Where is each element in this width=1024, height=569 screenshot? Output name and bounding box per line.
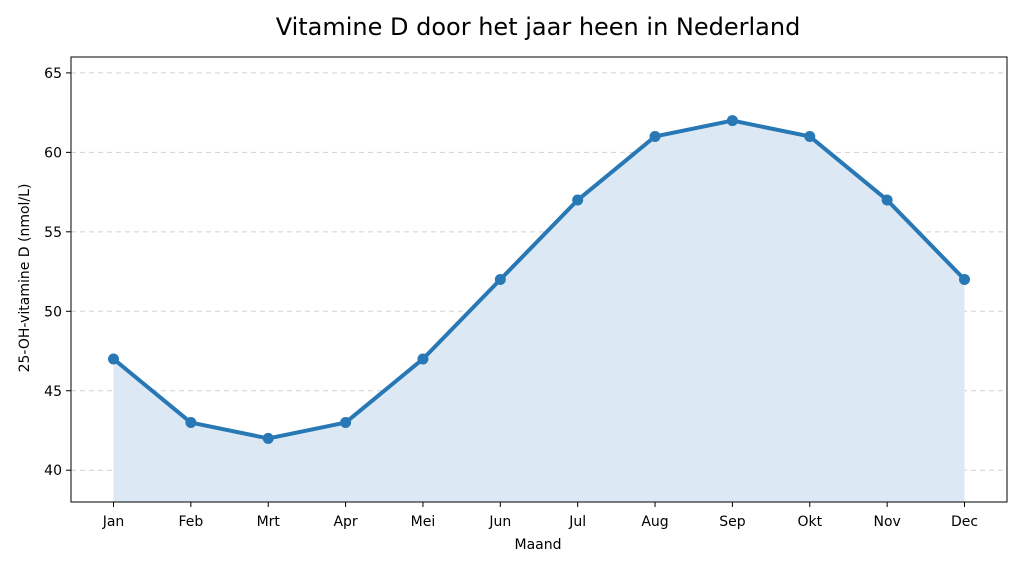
y-tick-label: 65 <box>44 66 62 82</box>
x-tick-label: Jan <box>102 514 125 530</box>
data-point <box>881 194 893 206</box>
y-tick-label: 40 <box>44 463 62 479</box>
x-axis-label: Maand <box>515 537 562 553</box>
x-tick-label: Mrt <box>257 514 281 530</box>
chart-title: Vitamine D door het jaar heen in Nederla… <box>276 13 801 41</box>
y-tick-label: 60 <box>44 145 62 161</box>
y-axis: 40 45 50 55 60 65 <box>44 66 71 479</box>
x-tick-label: Jun <box>488 514 511 530</box>
x-tick-label: Okt <box>797 514 822 530</box>
x-tick-label: Mei <box>411 514 436 530</box>
y-tick-label: 55 <box>44 225 62 241</box>
y-axis-label: 25-OH-vitamine D (nmol/L) <box>17 184 33 373</box>
x-tick-label: Aug <box>641 514 668 530</box>
data-point <box>649 130 661 142</box>
data-point <box>494 274 506 285</box>
y-tick-label: 45 <box>44 384 62 400</box>
x-tick-label: Jul <box>568 514 586 530</box>
data-point <box>804 130 816 142</box>
data-point <box>572 194 584 206</box>
y-tick-label: 50 <box>44 304 62 320</box>
points-layer <box>108 115 970 444</box>
data-point <box>108 353 119 365</box>
plot-frame <box>70 56 1008 503</box>
data-point <box>726 115 738 127</box>
x-tick-label: Sep <box>719 514 746 530</box>
data-point <box>185 417 197 429</box>
series-area <box>113 120 965 503</box>
x-tick-label: Feb <box>178 514 203 530</box>
x-tick-label: Apr <box>333 514 357 530</box>
data-point <box>340 417 352 429</box>
data-point <box>959 274 970 285</box>
series-line <box>111 118 967 441</box>
data-point <box>262 432 274 444</box>
x-axis: Jan Feb Mrt Apr Mei Jun Jul Aug Sep Okt Nov Dec <box>102 502 978 530</box>
data-point <box>417 353 429 365</box>
line-layer <box>111 118 967 441</box>
x-tick-label: Dec <box>951 514 978 530</box>
x-tick-label: Nov <box>873 514 900 530</box>
area-layer <box>113 120 965 503</box>
